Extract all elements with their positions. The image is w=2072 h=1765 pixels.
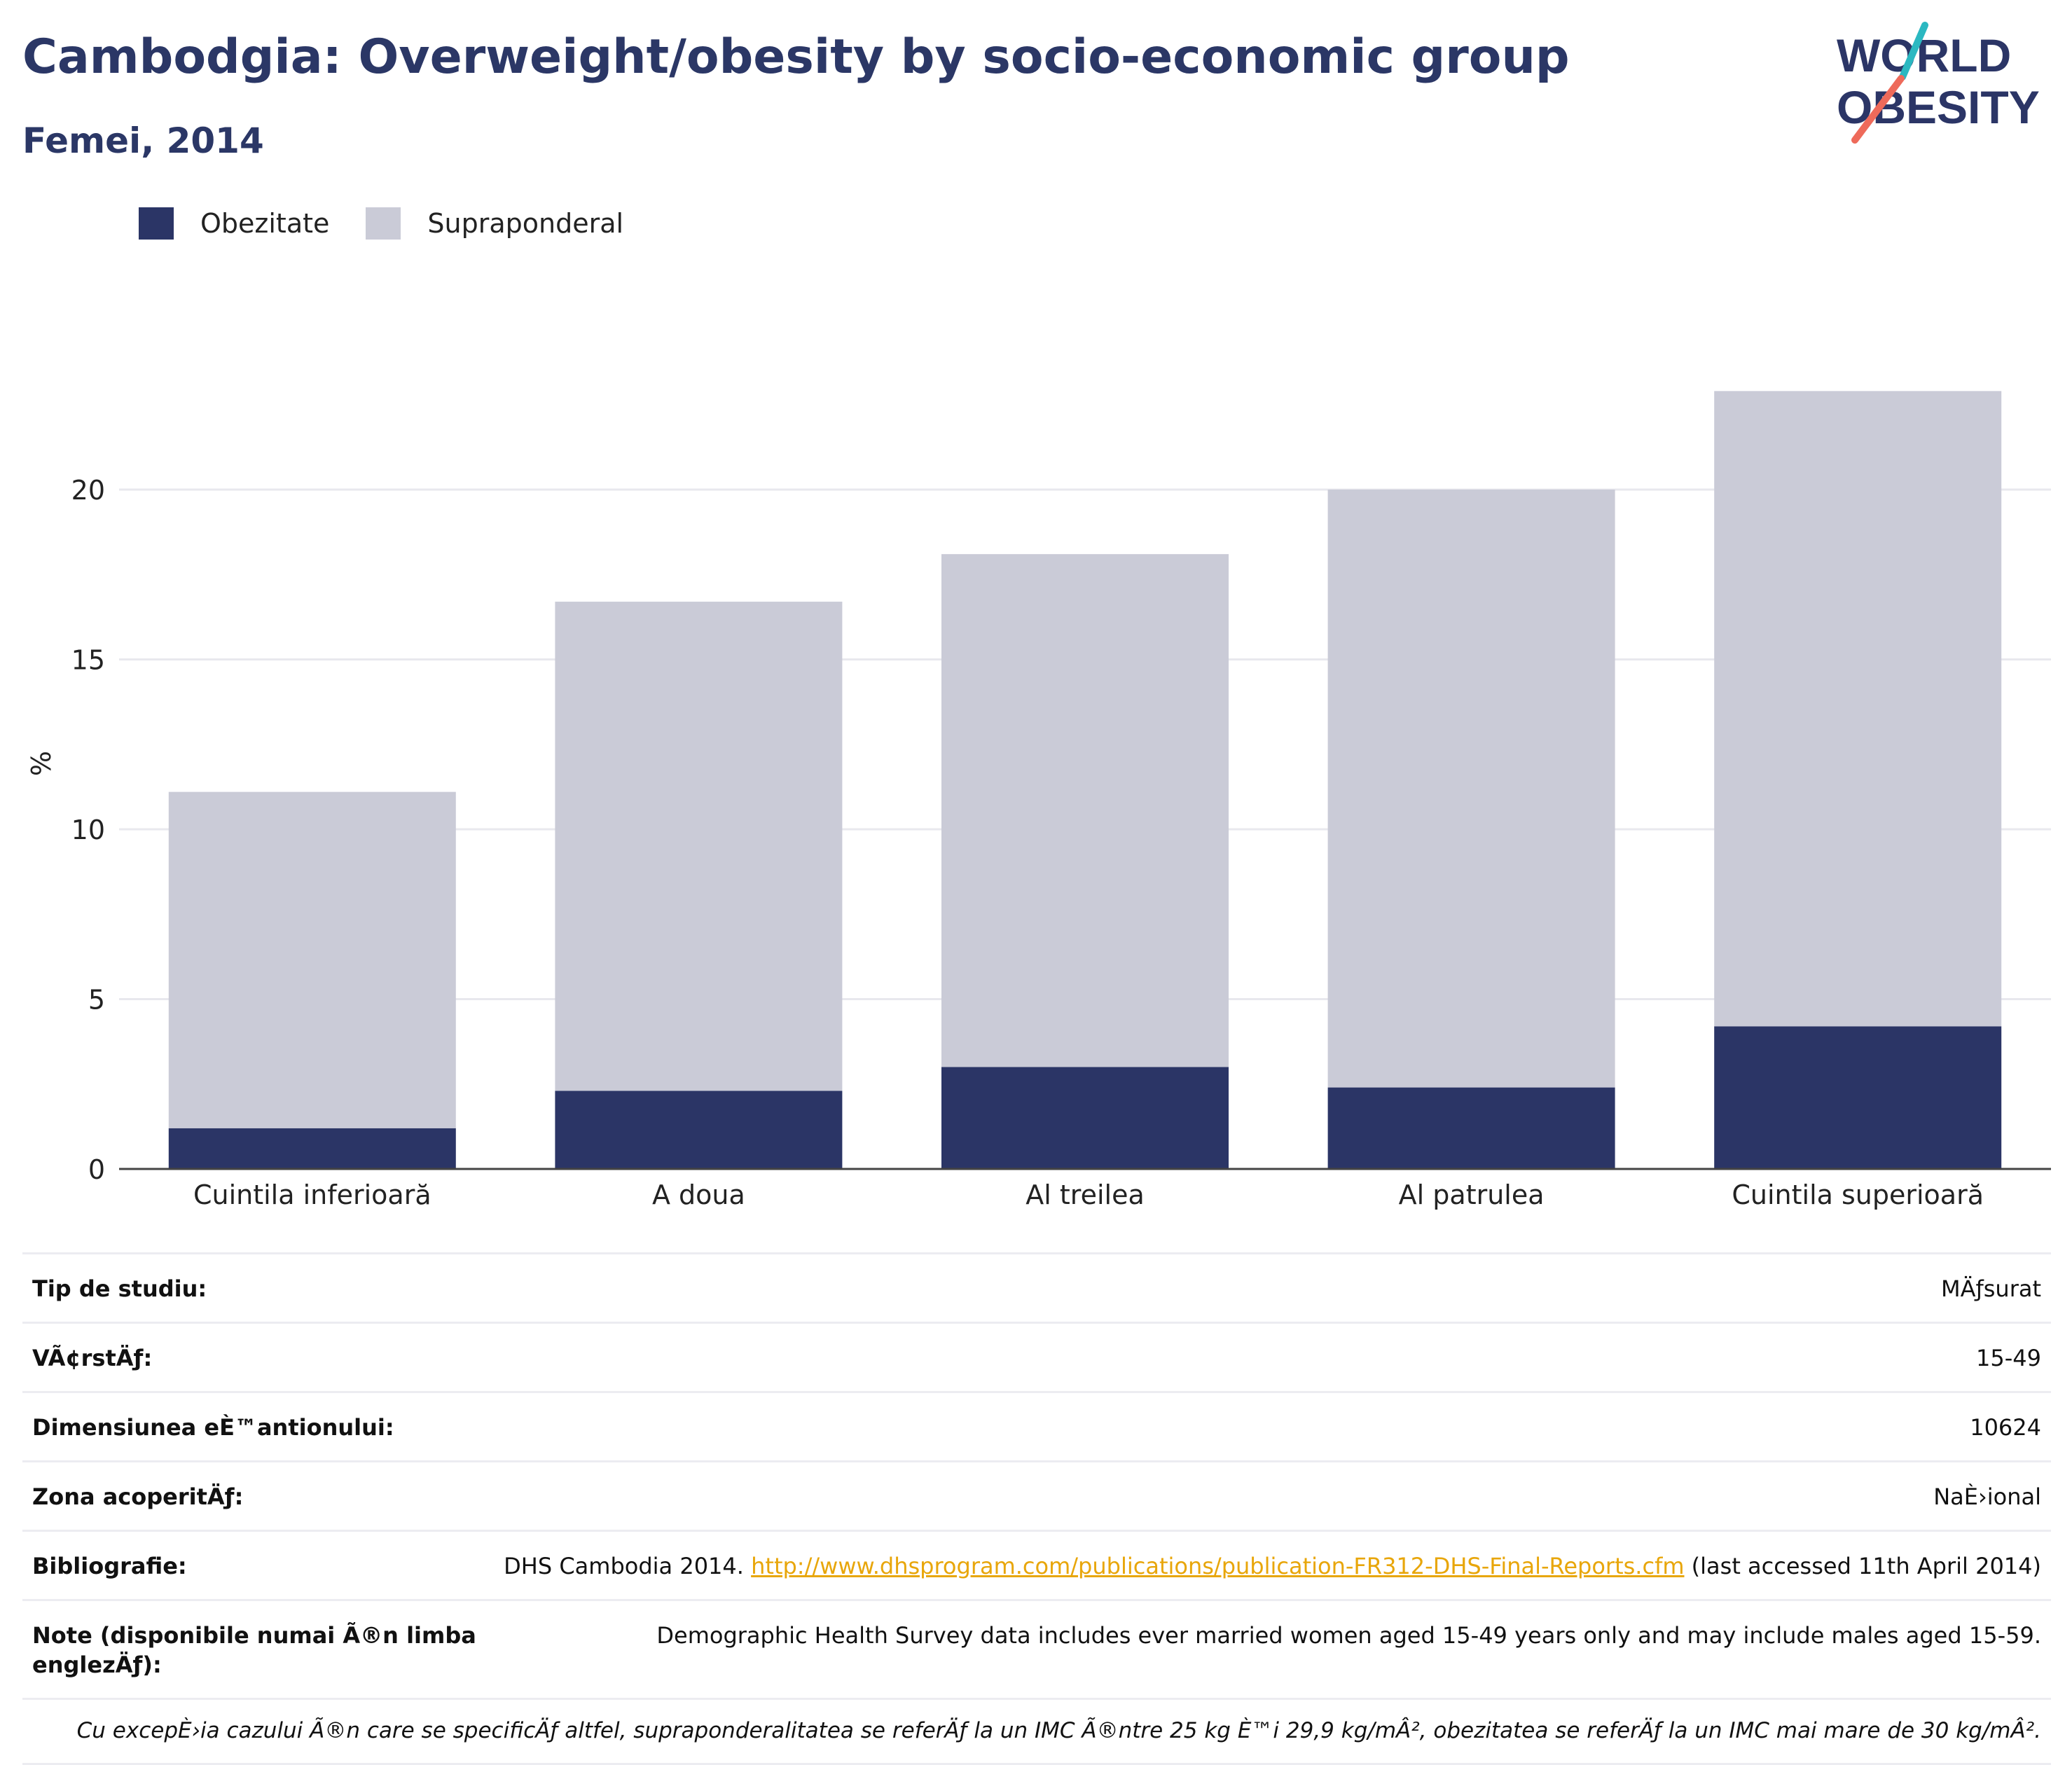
info-value: 15-49 xyxy=(1976,1345,2041,1371)
info-row-bibliography: Bibliografie: DHS Cambodia 2014. http://… xyxy=(22,1530,2051,1599)
info-label: Zona acoperitÄƒ: xyxy=(32,1483,244,1510)
info-value: 10624 xyxy=(1970,1414,2041,1441)
info-row-coverage: Zona acoperitÄƒ: NaÈ›ional xyxy=(22,1460,2051,1530)
info-value: MÄƒsurat xyxy=(1940,1275,2041,1302)
info-table: Tip de studiu: MÄƒsurat VÃ¢rstÄƒ: 15-49 … xyxy=(22,1252,2051,1765)
bar-obezitate-0 xyxy=(168,1128,456,1169)
info-row-notes: Note (disponibile numai Ã®n limba englez… xyxy=(22,1599,2051,1698)
legend-item-supraponderal[interactable]: Supraponderal xyxy=(366,207,623,240)
world-obesity-logo: WORLD OBESITY xyxy=(1837,22,2040,144)
bibliography-link[interactable]: http://www.dhsprogram.com/publications/p… xyxy=(751,1553,1685,1579)
x-tick-label: Al treilea xyxy=(1025,1179,1144,1210)
bar-obezitate-3 xyxy=(1327,1087,1615,1169)
x-tick-label: Cuintila superioară xyxy=(1732,1179,1984,1210)
info-label: Bibliografie: xyxy=(32,1553,187,1579)
bar-chart: 0 5 10 15 20% Cuintila inferioară A doua Al tre… xyxy=(26,391,2051,1210)
bar-supraponderal-4 xyxy=(1714,391,2002,1027)
y-axis-title: % xyxy=(26,751,57,776)
info-value: DHS Cambodia 2014. http://www.dhsprogram… xyxy=(481,1551,2041,1581)
info-value: Demographic Health Survey data includes … xyxy=(656,1622,2041,1649)
y-tick-label: 15 xyxy=(71,645,105,676)
x-tick-label: Cuintila inferioară xyxy=(193,1179,431,1210)
logo-slash-red xyxy=(1851,75,1905,144)
y-tick-label: 10 xyxy=(71,815,105,845)
y-tick-label: 20 xyxy=(71,475,105,506)
y-tick-label: 5 xyxy=(88,985,105,1016)
chart-subtitle: Femei, 2014 xyxy=(22,120,264,161)
footnote: Cu excepÈ›ia cazului Ã®n care se specifi… xyxy=(22,1698,2051,1765)
bar-supraponderal-1 xyxy=(555,602,843,1091)
bar-supraponderal-0 xyxy=(168,791,456,1128)
bar-supraponderal-3 xyxy=(1327,490,1615,1088)
x-tick-label: A doua xyxy=(652,1179,745,1210)
legend-swatch-supraponderal xyxy=(366,207,401,240)
logo-slash-teal xyxy=(1899,22,1928,81)
legend-label-obezitate: Obezitate xyxy=(200,208,330,239)
bar-supraponderal-2 xyxy=(941,554,1229,1067)
legend-item-obezitate[interactable]: Obezitate xyxy=(139,207,329,240)
bar-obezitate-2 xyxy=(941,1067,1229,1169)
chart-legend: Obezitate Supraponderal xyxy=(139,207,660,240)
info-value: NaÈ›ional xyxy=(1933,1483,2041,1510)
logo-text-world: WORLD xyxy=(1837,29,2011,81)
info-label: Dimensiunea eÈ™antionului: xyxy=(32,1414,394,1441)
info-row-study-type: Tip de studiu: MÄƒsurat xyxy=(22,1252,2051,1322)
y-tick-label: 0 xyxy=(88,1154,105,1185)
bibliography-prefix: DHS Cambodia 2014. xyxy=(504,1553,752,1579)
bar-obezitate-1 xyxy=(555,1091,843,1169)
info-label: Tip de studiu: xyxy=(32,1275,207,1302)
bibliography-suffix: (last accessed 11th April 2014) xyxy=(1684,1553,2041,1579)
info-label: VÃ¢rstÄƒ: xyxy=(32,1345,153,1371)
x-tick-label: Al patrulea xyxy=(1399,1179,1545,1210)
chart-title: Cambodgia: Overweight/obesity by socio-e… xyxy=(22,29,1570,85)
bar-obezitate-4 xyxy=(1714,1026,2002,1169)
info-label: Note (disponibile numai Ã®n limba englez… xyxy=(32,1622,476,1678)
legend-label-supraponderal: Supraponderal xyxy=(427,208,624,239)
info-row-sample-size: Dimensiunea eÈ™antionului: 10624 xyxy=(22,1391,2051,1460)
legend-swatch-obezitate xyxy=(139,207,174,240)
info-row-age: VÃ¢rstÄƒ: 15-49 xyxy=(22,1322,2051,1391)
